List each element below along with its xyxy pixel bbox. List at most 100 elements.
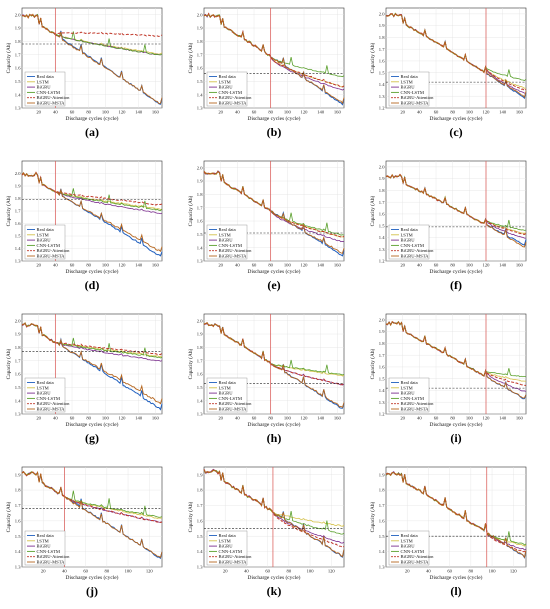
- x-tick-label: 120: [301, 263, 309, 268]
- y-tick-label: 2.0: [197, 12, 203, 17]
- y-tick-label: 1.4: [379, 388, 385, 393]
- x-tick-label: 100: [284, 416, 292, 421]
- y-tick-label: 1.6: [15, 221, 21, 226]
- y-axis-label: Capacity (Ah): [369, 195, 376, 226]
- x-tick-label: 40: [417, 263, 422, 268]
- x-tick-label: 140: [317, 110, 325, 115]
- legend-label: LSTM: [401, 538, 413, 543]
- x-tick-label: 60: [434, 110, 439, 115]
- x-tick-label: 140: [317, 416, 325, 421]
- y-tick-label: 1.3: [197, 412, 203, 417]
- x-tick-label: 80: [86, 416, 91, 421]
- x-tick-label: 160: [334, 110, 342, 115]
- y-tick-label: 1.3: [197, 106, 203, 111]
- x-tick-label: 80: [469, 569, 474, 574]
- y-tick-label: 1.6: [15, 518, 21, 523]
- x-tick-label: 80: [450, 110, 455, 115]
- legend-label: Real data: [401, 74, 418, 79]
- panel-label: (e): [267, 278, 280, 292]
- x-tick-label: 60: [434, 263, 439, 268]
- x-tick-label: 80: [268, 110, 273, 115]
- legend-label: BiGRU-Attention: [37, 554, 71, 559]
- chart-panel-h: 20 40 60 80 100 120 140 160 1.3 1.4 1.5 1.6 1.7 1.8 1.…: [187, 313, 345, 445]
- y-tick-label: 1.2: [379, 259, 385, 264]
- legend-label: Real data: [401, 227, 418, 232]
- legend-label: CNN-LSTM: [37, 396, 60, 401]
- legend-label: BiGRU-Attention: [401, 554, 435, 559]
- y-tick-label: 1.6: [197, 219, 203, 224]
- x-tick-label: 100: [466, 263, 474, 268]
- legend-label: LSTM: [401, 79, 413, 84]
- x-tick-label: 80: [450, 263, 455, 268]
- legend-label: BiGRU-Attention: [37, 95, 71, 100]
- y-axis-label: Capacity (Ah): [5, 348, 12, 379]
- y-tick-label: 1.3: [197, 259, 203, 264]
- legend-label: CNN-LSTM: [37, 243, 60, 248]
- series-line-bigru-attention: [385, 173, 527, 235]
- y-axis-label: Capacity (Ah): [369, 501, 376, 532]
- y-axis-label: Capacity (Ah): [187, 195, 194, 226]
- y-tick-label: 1.5: [379, 70, 385, 75]
- x-tick-label: 100: [284, 110, 292, 115]
- chart-panel-l: 20 40 60 80 100 120 1.3 1.4 1.5 1.6 1.7 1.8 1.9 Disch…: [369, 466, 527, 598]
- y-tick-label: 1.8: [15, 345, 21, 350]
- legend-box: [206, 530, 248, 566]
- y-tick-label: 1.5: [197, 534, 203, 539]
- y-tick-label: 2.0: [15, 171, 21, 176]
- x-tick-label: 160: [152, 263, 160, 268]
- y-tick-label: 1.7: [197, 503, 203, 508]
- legend-label: BiGRU: [401, 85, 416, 90]
- y-tick-label: 2.0: [15, 12, 21, 17]
- y-tick-label: 1.7: [15, 209, 21, 214]
- series-line-bigru-msta: [385, 472, 527, 559]
- x-tick-label: 100: [125, 569, 133, 574]
- legend-label: LSTM: [401, 232, 413, 237]
- y-tick-label: 1.8: [379, 188, 385, 193]
- y-tick-label: 1.4: [197, 245, 203, 250]
- x-tick-label: 100: [102, 416, 110, 421]
- y-tick-label: 1.9: [379, 472, 385, 477]
- x-tick-label: 20: [36, 416, 41, 421]
- x-axis-label: Discharge cycles (cycle): [66, 268, 119, 275]
- panel-label: (h): [267, 431, 282, 445]
- chart-panel-f: 20 40 60 80 100 120 140 160 1.2 1.3 1.4 1.5 1.6 1.7 1.…: [369, 160, 527, 292]
- legend-label: BiGRU-Attention: [401, 401, 435, 406]
- x-tick-label: 80: [450, 416, 455, 421]
- panel-label: (l): [450, 584, 461, 598]
- x-tick-label: 20: [400, 110, 405, 115]
- y-tick-label: 1.4: [15, 246, 21, 251]
- y-tick-label: 1.6: [379, 518, 385, 523]
- y-tick-label: 1.4: [379, 235, 385, 240]
- x-tick-label: 80: [86, 110, 91, 115]
- legend-label: BiGRU: [37, 544, 52, 549]
- x-tick-label: 160: [152, 416, 160, 421]
- panel-label: (k): [267, 584, 282, 598]
- y-tick-label: 2.0: [379, 164, 385, 169]
- y-tick-label: 1.3: [197, 565, 203, 570]
- x-tick-label: 40: [53, 416, 58, 421]
- legend-label: LSTM: [219, 79, 231, 84]
- chart-panel-a: 20 40 60 80 100 120 140 160 1.3 1.4 1.5 1.6 1.7 1.8 1.…: [5, 7, 163, 139]
- legend-label: BiGRU-Attention: [401, 95, 435, 100]
- legend-box: [388, 224, 430, 260]
- series-line-bigru-attention: [203, 468, 345, 548]
- x-axis-label: Discharge cycles (cycle): [66, 115, 119, 122]
- y-tick-label: 1.8: [197, 39, 203, 44]
- legend-label: Real data: [219, 380, 236, 385]
- legend-label: Real data: [219, 533, 236, 538]
- legend-label: CNN-LSTM: [219, 549, 242, 554]
- y-tick-label: 1.7: [197, 52, 203, 57]
- x-tick-label: 60: [252, 416, 257, 421]
- x-tick-label: 20: [41, 569, 46, 574]
- y-tick-label: 1.7: [15, 503, 21, 508]
- legend-label: CNN-LSTM: [401, 243, 424, 248]
- x-tick-label: 100: [466, 110, 474, 115]
- legend-label: BiGRU-MSTA: [219, 560, 248, 565]
- x-tick-label: 100: [466, 416, 474, 421]
- x-tick-label: 120: [510, 569, 518, 574]
- x-tick-label: 60: [70, 110, 75, 115]
- legend-label: LSTM: [37, 385, 49, 390]
- legend-label: BiGRU-MSTA: [219, 101, 248, 106]
- y-tick-label: 1.9: [379, 23, 385, 28]
